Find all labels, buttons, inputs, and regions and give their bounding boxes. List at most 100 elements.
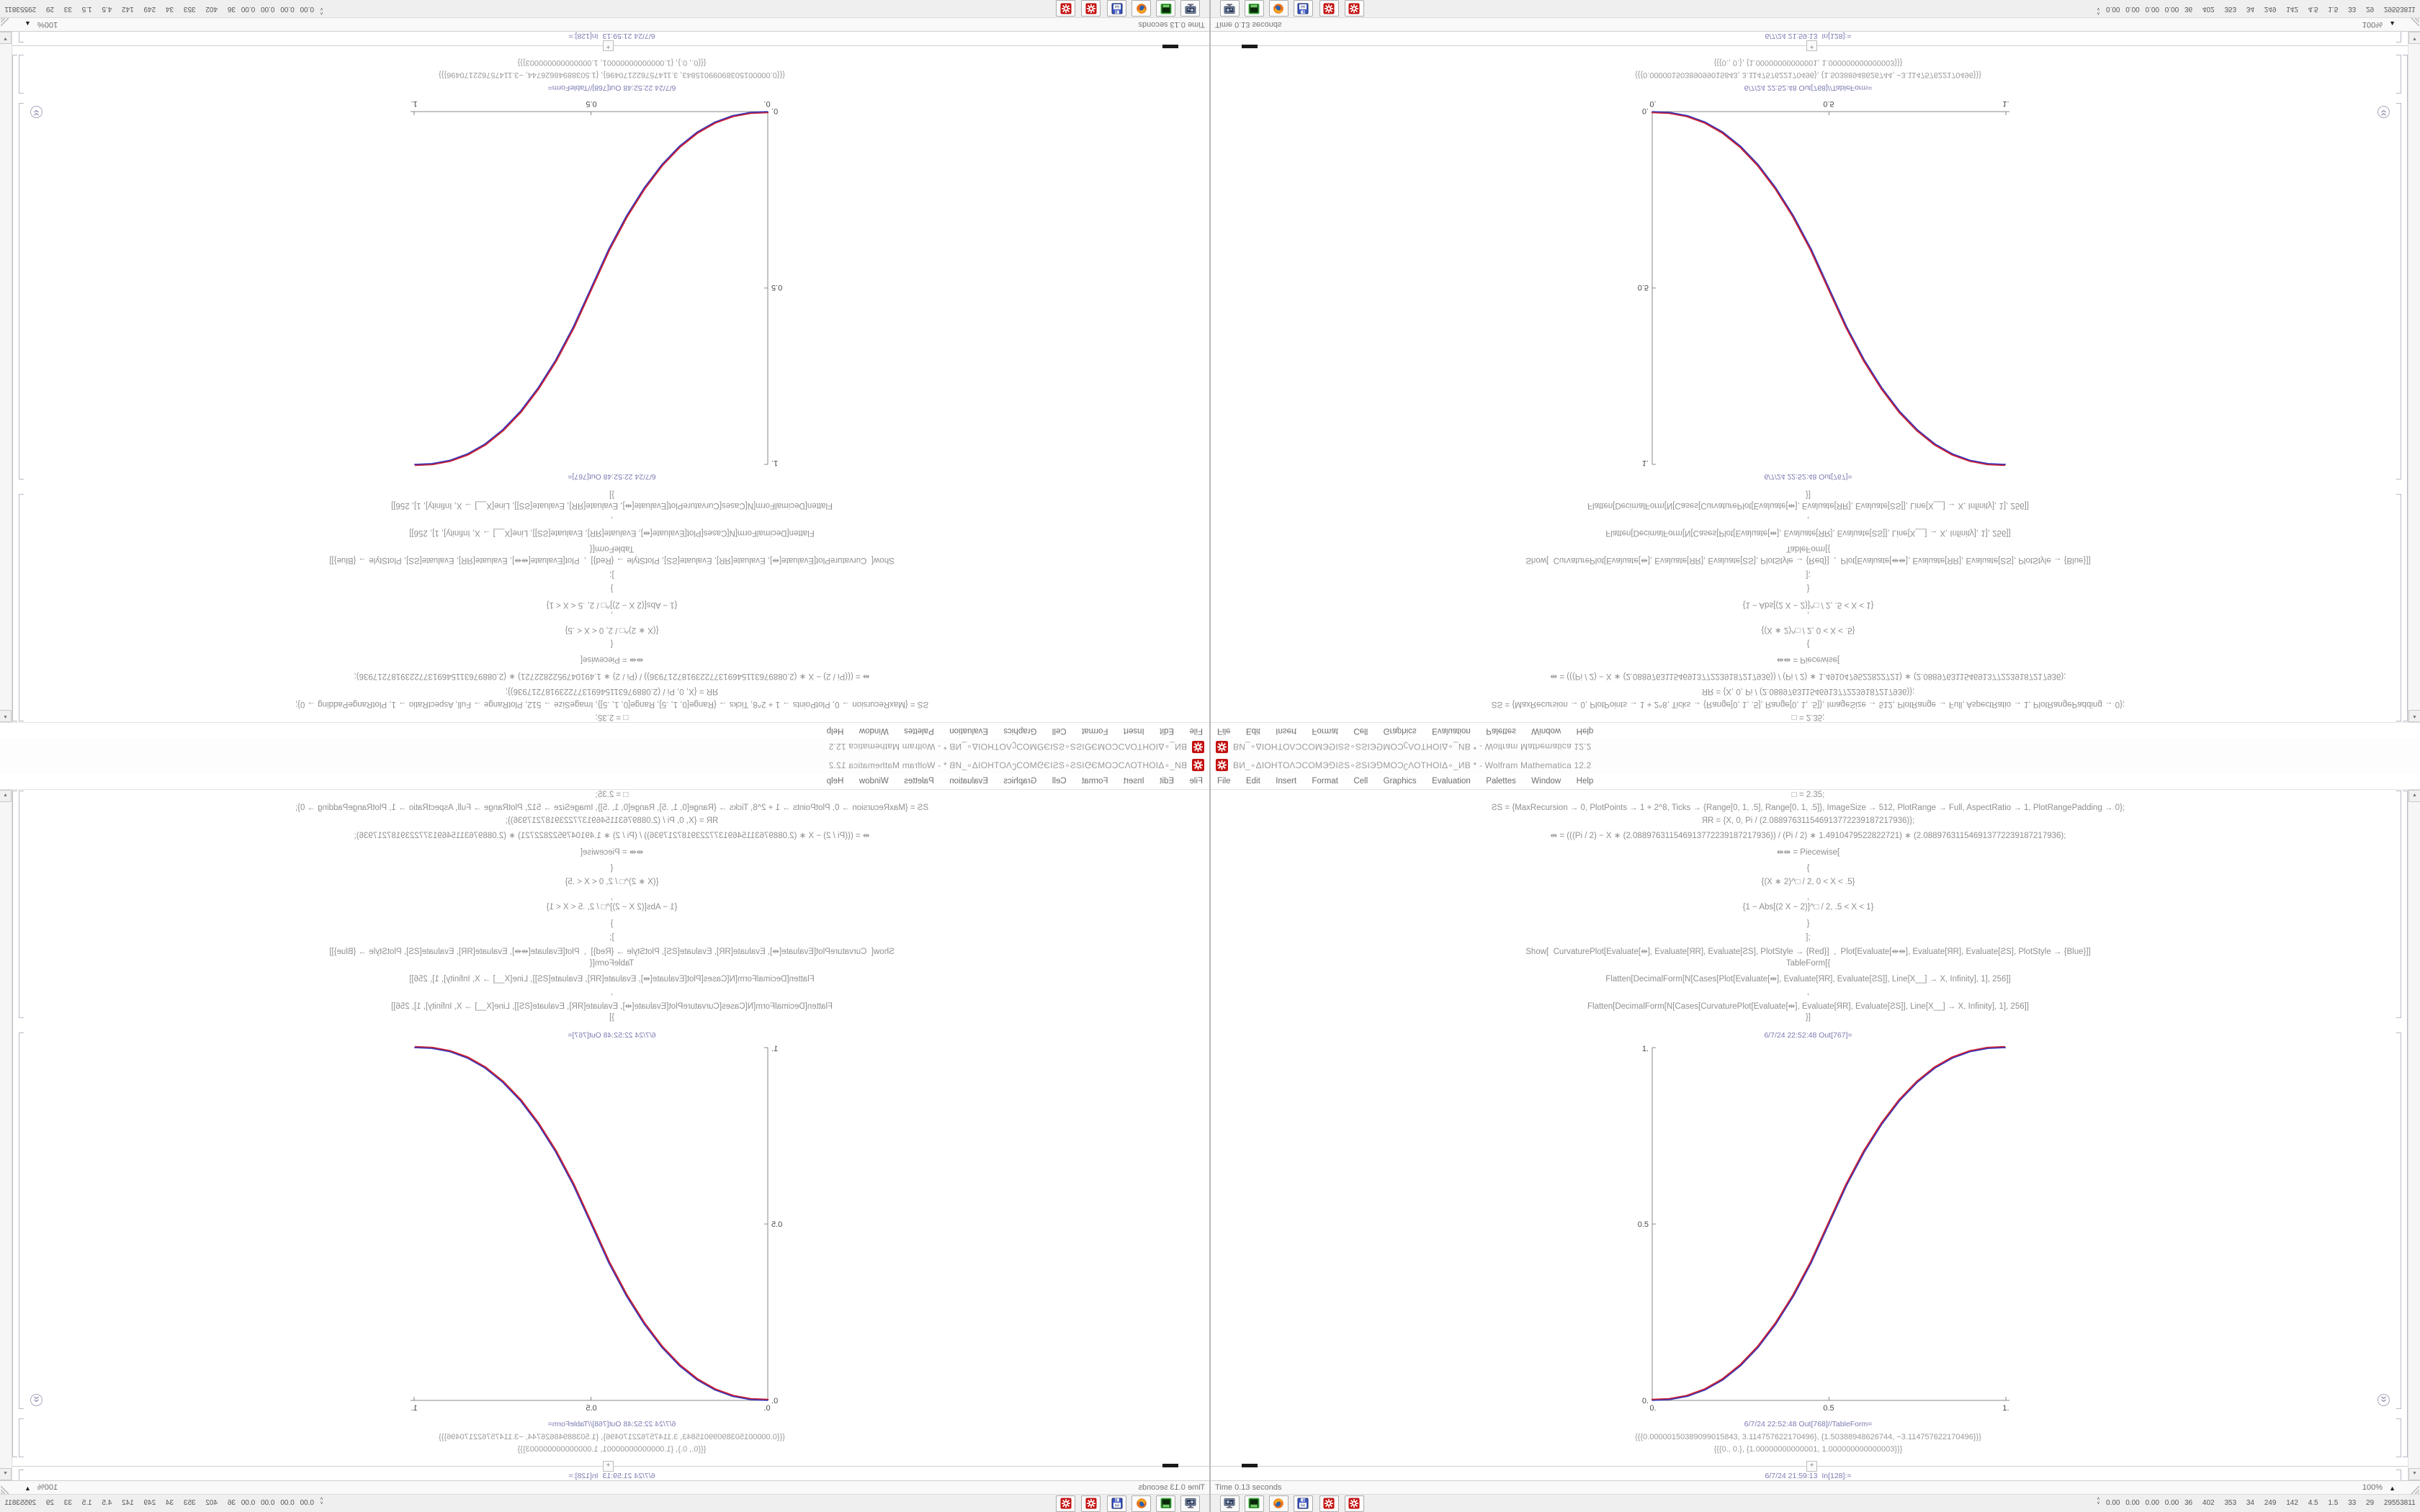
menu-edit[interactable]: Edit [1245, 777, 1260, 786]
cell-bracket-plot[interactable] [2396, 1032, 2401, 1409]
pending-input-label[interactable]: 6/7/24 21:59:13 In[128]:= [1765, 1472, 1852, 1480]
desktop-quadrant-original: ВИ_∘ΔΙΟΗΤΟΛƆCOMЭ⅁ΙƧS∘ƧSΙЭ⅁MOƆʗΛΟΤΗΟΙΔ∘_И… [1210, 756, 2420, 1512]
taskbar-button-display-settings[interactable] [1220, 1495, 1240, 1512]
window-titlebar: ВИ_∘ΔΙΟΗΤΟΛƆCOMЭ⅁ΙƧS∘ƧSΙЭ⅁MOƆʗΛΟΤΗΟΙΔ∘_И… [0, 756, 1209, 774]
resize-grip-icon[interactable] [2407, 1482, 2419, 1494]
menu-format: Format [1082, 777, 1108, 786]
code-line: ]; [609, 570, 614, 579]
resize-grip-icon [1, 18, 9, 27]
scrollbar-up-icon: ▲ [0, 710, 12, 722]
cell-bracket-group[interactable] [2403, 791, 2408, 1457]
code-line[interactable]: Flatten[DecimalForm[N[Cases[CurvaturePlo… [1587, 1002, 2029, 1011]
taskbar-button-mathematica-2[interactable] [1345, 1495, 1364, 1512]
taskbar-button-floppy64[interactable]: 64 [1294, 1495, 1313, 1512]
code-line: { [1806, 639, 1810, 648]
menu-palettes[interactable]: Palettes [1486, 777, 1516, 786]
out-plot-cell-label: 6/7/24 22:52:48 Out[767]= [568, 1031, 656, 1040]
scrollbar-down-icon[interactable]: ▼ [2408, 1468, 2420, 1480]
window-titlebar[interactable]: ВИ_∘ΔΙΟΗΤΟΛƆCOMЭ⅁ΙƧS∘ƧSΙЭ⅁MOƆʗΛΟΤΗΟΙΔ∘_И… [1211, 756, 2420, 774]
code-line[interactable]: { [1806, 864, 1810, 873]
code-line[interactable]: ƧS = {MaxRecursion → 0, PlotPoints → 1 +… [1491, 804, 2125, 812]
y-tick-1: 1. [771, 1045, 778, 1053]
code-line: } [610, 584, 614, 593]
code-line[interactable]: , [1806, 893, 1810, 901]
code-line: } [1806, 584, 1810, 593]
stat-value: 0.00 [300, 5, 314, 13]
collapse-output-icon [30, 106, 42, 118]
code-line[interactable]: Show[ CurvaturePlot[Evaluate[⇹], Evaluat… [1525, 948, 2091, 956]
code-line: TableForm[{ [1785, 544, 1831, 553]
code-line[interactable]: } [1806, 919, 1810, 928]
scrollbar-up-icon[interactable]: ▲ [2408, 790, 2420, 802]
curve-blue [1652, 1047, 2007, 1401]
stat-value: 0.00 [280, 1499, 295, 1507]
code-line: Flatten[DecimalForm[N[Cases[Plot[Evaluat… [409, 975, 815, 984]
mathematica-app-icon [1216, 759, 1228, 771]
menu-format[interactable]: Format [1312, 777, 1338, 786]
insert-cell-plus-button[interactable]: + [1806, 1461, 1817, 1472]
system-monitor-stats: 0.00 0.00 0.00 0.00 36 402 353 34 249 14… [2106, 1499, 2420, 1507]
collapse-output-icon[interactable] [2378, 1394, 2390, 1406]
y-tick-0: 0. [1642, 1397, 1649, 1405]
code-line[interactable]: {1 − Abs[(2 X − 2)]^□ / 2, .5 < X < 1} [1742, 903, 1874, 912]
vertical-scrollbar: ▲ ▼ [0, 790, 12, 1480]
menu-help: Help [1576, 726, 1594, 735]
stat-value: 0.00 [2164, 1499, 2179, 1507]
code-line: ЯR = {X, 0, Pi / (2.08897631154691377223… [1701, 687, 1915, 696]
magnification-value[interactable]: 100% [2362, 1483, 2383, 1492]
out-table-cell-label: 6/7/24 22:52:48 Out[768]//TableForm= [547, 1420, 676, 1428]
menu-evaluation[interactable]: Evaluation [1432, 777, 1471, 786]
cell-bracket-input [19, 791, 24, 1018]
x-tick-0: 0. [763, 99, 770, 108]
stat-value: 4.5 [2308, 1499, 2318, 1507]
code-line[interactable]: □ = 2.35; [1791, 791, 1825, 799]
updown-arrows-icon: ∧ ∨ [2097, 6, 2100, 15]
scrollbar-up-icon: ▲ [2408, 710, 2420, 722]
cell-bracket-table[interactable] [2396, 1418, 2401, 1457]
code-line: Show[ CurvaturePlot[Evaluate[⇹], Evaluat… [329, 556, 895, 564]
cell-bracket-group [12, 791, 17, 1457]
code-line[interactable]: ⇹⇹ = Piecewise[ [1776, 848, 1840, 857]
taskbar-button-terminal[interactable] [1245, 1495, 1264, 1512]
menu-insert[interactable]: Insert [1276, 777, 1297, 786]
code-line[interactable]: ЯR = {X, 0, Pi / (2.08897631154691377223… [1701, 816, 1915, 825]
floppy-64-icon: 64 [1297, 3, 1309, 14]
magnification-popup-icon[interactable]: ▲ [2389, 1485, 2396, 1492]
desktop-taskbar: 64 ∧ ∨ [1211, 1494, 2420, 1512]
code-line: {1 − Abs[(2 X − 2)]^□ / 2, .5 < X < 1} [546, 600, 678, 609]
table-row: {{{0., 0.}, {1.00000000000001, 1.0000000… [1713, 58, 1903, 67]
taskbar-button-floppy64: 64 [1107, 0, 1126, 17]
code-line[interactable]: ⇹ = (((Pi / 2) − X ∗ (2.0889763115469137… [1550, 832, 2066, 840]
y-tick-0: 0. [771, 107, 778, 115]
menu-format: Format [1312, 726, 1338, 735]
taskbar-button-display-settings [1220, 0, 1240, 17]
terminal-icon [1248, 4, 1260, 14]
menu-window[interactable]: Window [1531, 777, 1561, 786]
code-line[interactable]: , [1806, 988, 1810, 996]
code-line[interactable]: Flatten[DecimalForm[N[Cases[Plot[Evaluat… [1605, 975, 2011, 984]
code-line[interactable]: }] [1805, 1013, 1811, 1022]
menu-cell[interactable]: Cell [1353, 777, 1368, 786]
out-table-cell-label: 6/7/24 22:52:48 Out[768]//TableForm= [1744, 1420, 1873, 1428]
cell-bracket-input[interactable] [2396, 791, 2401, 1018]
menu-evaluation: Evaluation [949, 726, 988, 735]
collapse-output-icon [30, 1394, 42, 1406]
menu-graphics[interactable]: Graphics [1383, 777, 1417, 786]
code-line[interactable]: {(X ∗ 2)^□ / 2, 0 < X < .5} [1761, 878, 1855, 886]
menu-format: Format [1082, 726, 1108, 735]
window-title: ВИ_∘ΔΙΟΗΤΟΛƆCOMЭ⅁ΙƧS∘ƧSΙЭ⅁MOƆʗΛΟΤΗΟΙΔ∘_И… [1233, 742, 1592, 752]
code-line: , [610, 893, 614, 901]
menu-file[interactable]: File [1217, 777, 1231, 786]
menu-help[interactable]: Help [1576, 777, 1594, 786]
vertical-scrollbar[interactable]: ▲ ▼ [2408, 790, 2420, 1480]
taskbar-button-terminal [1156, 0, 1175, 17]
x-tick-1: 1. [2002, 1404, 2009, 1413]
code-line[interactable]: TableForm[{ [1785, 959, 1831, 968]
code-line[interactable]: ]; [1806, 933, 1811, 942]
taskbar-button-terminal [1156, 1495, 1175, 1512]
taskbar-button-firefox[interactable] [1269, 1495, 1289, 1512]
stat-value: 29553811 [2383, 5, 2416, 13]
taskbar-button-mathematica-1[interactable] [1319, 1495, 1339, 1512]
output-plot[interactable]: 1. 0.5 0. 0. 0.5 1. [1634, 1043, 2023, 1414]
table-row: {{{0.00000150389099015843, 3.11475762217… [439, 1433, 785, 1441]
